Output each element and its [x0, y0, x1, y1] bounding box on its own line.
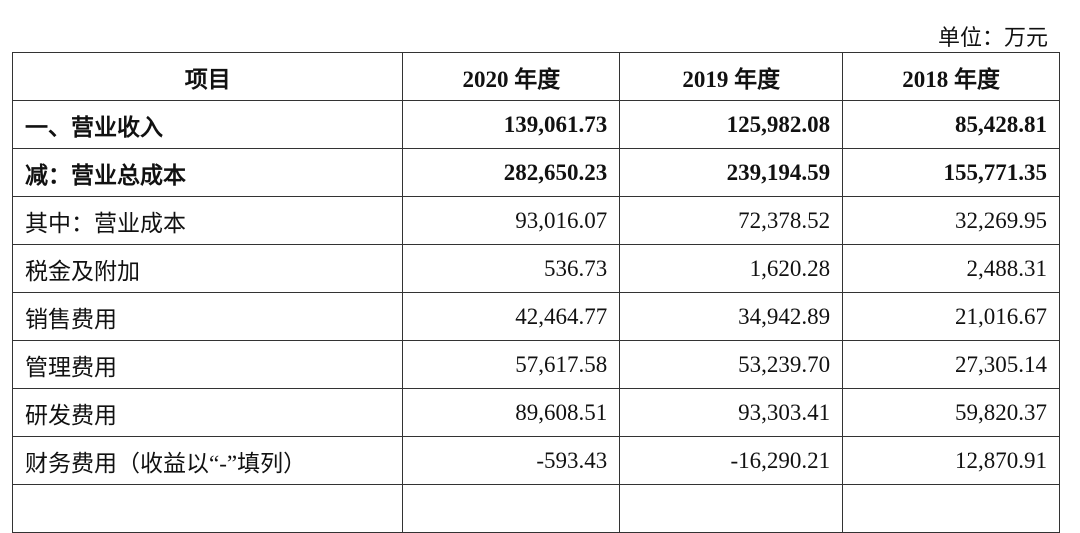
header-2020: 2020 年度 [402, 52, 621, 101]
value-2019: 72,378.52 [619, 196, 844, 245]
table-row: 研发费用 89,608.51 93,303.41 59,820.37 [11, 388, 1060, 437]
row-label: 销售费用 [11, 292, 404, 341]
value-2020: 42,464.77 [402, 292, 621, 341]
table-row: 管理费用 57,617.58 53,239.70 27,305.14 [11, 340, 1060, 389]
value-2020: 89,608.51 [402, 388, 621, 437]
value-2019: 53,239.70 [619, 340, 844, 389]
value-2018: 32,269.95 [842, 196, 1060, 245]
row-label: 管理费用 [11, 340, 404, 389]
row-label: 财务费用（收益以“-”填列） [11, 436, 404, 485]
header-item: 项目 [11, 52, 404, 101]
table-row: 税金及附加 536.73 1,620.28 2,488.31 [11, 244, 1060, 293]
value-2020: 536.73 [402, 244, 621, 293]
table-row: 销售费用 42,464.77 34,942.89 21,016.67 [11, 292, 1060, 341]
row-label: 税金及附加 [11, 244, 404, 293]
table-row: 一、营业收入 139,061.73 125,982.08 85,428.81 [11, 100, 1060, 149]
value-2020: -593.43 [402, 436, 621, 485]
row-label: 其中：营业成本 [11, 196, 404, 245]
value-2019: 93,303.41 [619, 388, 844, 437]
value-2018: 155,771.35 [842, 148, 1060, 197]
value-2020: 57,617.58 [402, 340, 621, 389]
value-2019: -16,290.21 [619, 436, 844, 485]
unit-label: 单位：万元 [937, 25, 1048, 50]
table-row: 其中：营业成本 93,016.07 72,378.52 32,269.95 [11, 196, 1060, 245]
table-row: 财务费用（收益以“-”填列） -593.43 -16,290.21 12,870.91 [11, 436, 1060, 485]
value-2018: 21,016.67 [842, 292, 1060, 341]
value-2018: 2,488.31 [842, 244, 1060, 293]
header-row: 项目 2020 年度 2019 年度 2018 年度 [11, 52, 1060, 101]
value-2018: 85,428.81 [842, 100, 1060, 149]
value-2018: 12,870.91 [842, 436, 1060, 485]
income-statement-table: 项目 2020 年度 2019 年度 2018 年度 一、营业收入 139,061… [11, 52, 1060, 533]
header-2019: 2019 年度 [619, 52, 844, 101]
row-label: 减：营业总成本 [11, 148, 404, 197]
value-2020: 282,650.23 [402, 148, 621, 197]
value-2019: 239,194.59 [619, 148, 844, 197]
value-2019: 34,942.89 [619, 292, 844, 341]
value-2018: 59,820.37 [842, 388, 1060, 437]
value-2019: 125,982.08 [619, 100, 844, 149]
row-label: 研发费用 [11, 388, 404, 437]
value-2020: 139,061.73 [402, 100, 621, 149]
value-2019: 1,620.28 [619, 244, 844, 293]
row-label: 一、营业收入 [11, 100, 404, 149]
value-2020: 93,016.07 [402, 196, 621, 245]
table-row: 减：营业总成本 282,650.23 239,194.59 155,771.35 [11, 148, 1060, 197]
value-2018: 27,305.14 [842, 340, 1060, 389]
header-2018: 2018 年度 [842, 52, 1060, 101]
